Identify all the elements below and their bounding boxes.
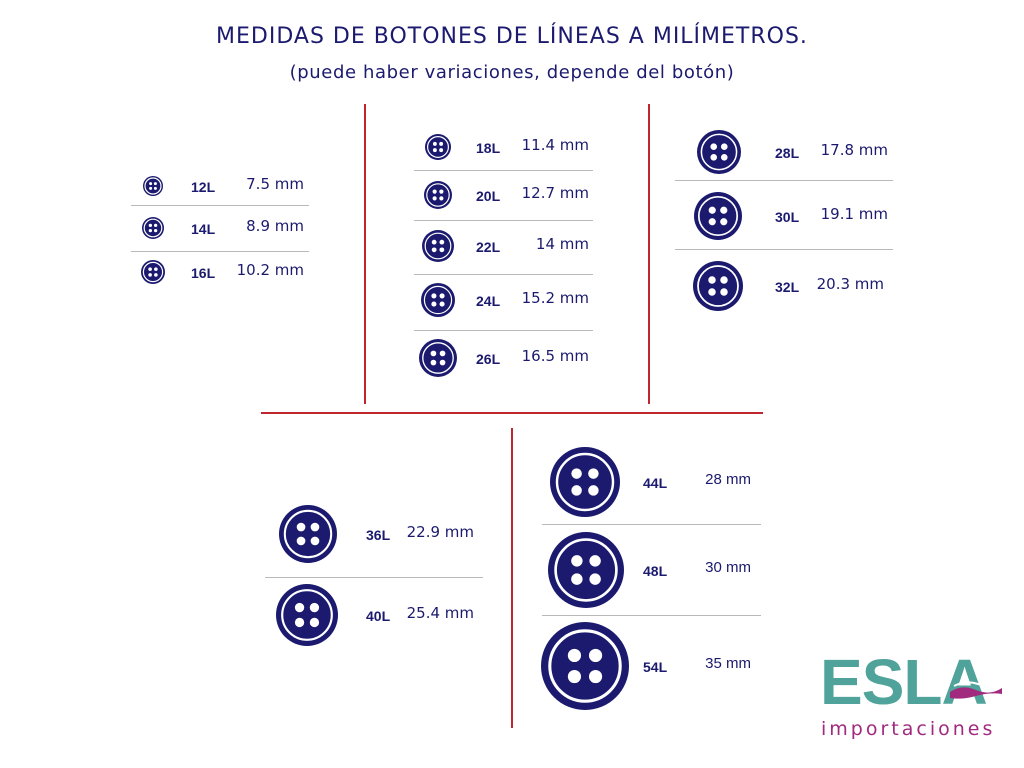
millimeter-value: 16.5 mm [521,347,589,365]
millimeter-value: 10.2 mm [236,261,304,279]
logo-brand: ESLA [820,646,988,718]
millimeter-value: 7.5 mm [246,175,304,193]
millimeter-value: 12.7 mm [521,184,589,202]
button-icon-28l [696,129,742,179]
button-14l-icon [142,217,164,239]
divider-vertical-1 [364,104,366,404]
line-size-label: 48L [643,563,668,579]
row-separator [542,524,761,525]
button-icon-30l [693,191,743,245]
line-size-label: 22L [476,239,501,255]
logo-tagline: importaciones [821,718,996,740]
button-icon-44l [549,446,621,522]
button-28l-icon [697,130,741,174]
button-44l-icon [550,447,620,517]
button-20l-icon [424,181,452,209]
button-32l-icon [693,261,743,311]
line-size-label: 20L [476,188,501,204]
button-22l-icon [422,230,454,262]
line-size-label: 14L [191,221,216,237]
row-separator [414,274,593,275]
button-48l-icon [548,532,624,608]
button-12l-icon [143,176,163,196]
button-icon-18l [424,133,452,165]
button-24l-icon [421,283,455,317]
millimeter-value: 25.4 mm [406,604,474,622]
button-icon-36l [278,504,338,568]
button-icon-40l [275,583,339,651]
line-size-label: 28L [775,145,800,161]
millimeter-value: 35 mm [705,655,751,672]
millimeter-value: 20.3 mm [816,275,884,293]
button-icon-12l [142,175,164,201]
row-separator [542,615,761,616]
divider-vertical-3 [511,428,513,728]
line-size-label: 12L [191,179,216,195]
line-size-label: 16L [191,265,216,281]
page-subtitle: (puede haber variaciones, depende del bo… [289,62,735,83]
line-size-label: 30L [775,209,800,225]
button-26l-icon [419,339,457,377]
line-size-label: 18L [476,140,501,156]
line-size-label: 54L [643,659,668,675]
button-16l-icon [141,260,165,284]
button-36l-icon [279,505,337,563]
button-54l-icon [541,622,629,710]
row-separator [675,249,893,250]
button-icon-26l [418,338,458,382]
button-18l-icon [425,134,451,160]
button-icon-20l [423,180,453,214]
button-icon-16l [140,259,166,289]
divider-vertical-2 [648,104,650,404]
millimeter-value: 17.8 mm [820,141,888,159]
line-size-label: 44L [643,475,668,491]
millimeter-value: 14 mm [535,235,589,253]
line-size-label: 24L [476,293,501,309]
row-separator [131,251,309,252]
row-separator [414,220,593,221]
row-separator [131,205,309,206]
button-30l-icon [694,192,742,240]
button-icon-54l [540,621,630,715]
button-icon-48l [547,531,625,613]
row-separator [675,180,893,181]
millimeter-value: 11.4 mm [521,136,589,154]
line-size-label: 32L [775,279,800,295]
divider-horizontal [261,412,763,414]
millimeter-value: 15.2 mm [521,289,589,307]
row-separator [414,170,593,171]
millimeter-value: 19.1 mm [820,205,888,223]
button-icon-32l [692,260,744,316]
button-icon-14l [141,216,165,244]
millimeter-value: 28 mm [705,471,751,488]
line-size-label: 40L [366,608,391,624]
page-title: MEDIDAS DE BOTONES DE LÍNEAS A MILÍMETRO… [216,24,808,49]
button-icon-22l [421,229,455,267]
line-size-label: 36L [366,527,391,543]
millimeter-value: 30 mm [705,559,751,576]
millimeter-value: 22.9 mm [406,523,474,541]
row-separator [414,330,593,331]
line-size-label: 26L [476,351,501,367]
button-40l-icon [276,584,338,646]
millimeter-value: 8.9 mm [246,217,304,235]
esla-logo: ESLA importaciones [820,650,1005,748]
row-separator [265,577,483,578]
button-icon-24l [420,282,456,322]
logo-wave-icon [950,681,1002,699]
